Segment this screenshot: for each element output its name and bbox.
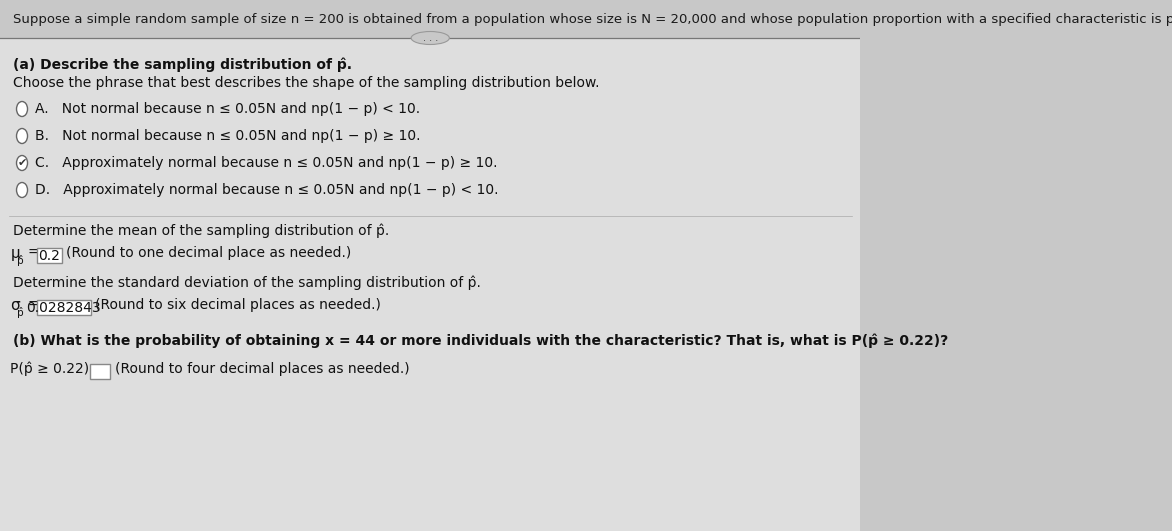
Circle shape bbox=[16, 183, 27, 198]
Circle shape bbox=[16, 101, 27, 116]
Text: =: = bbox=[27, 246, 39, 260]
Text: (Round to six decimal places as needed.): (Round to six decimal places as needed.) bbox=[95, 298, 381, 312]
Text: B.   Not normal because n ≤ 0.05N and np(1 − p) ≥ 10.: B. Not normal because n ≤ 0.05N and np(1… bbox=[35, 129, 421, 143]
Text: Determine the mean of the sampling distribution of p̂.: Determine the mean of the sampling distr… bbox=[13, 224, 389, 238]
Text: Determine the standard deviation of the sampling distribution of p̂.: Determine the standard deviation of the … bbox=[13, 276, 481, 290]
Text: (Round to four decimal places as needed.): (Round to four decimal places as needed.… bbox=[115, 362, 409, 376]
Bar bbox=[0, 0, 860, 38]
Text: p̂: p̂ bbox=[16, 255, 23, 266]
Text: σ: σ bbox=[11, 298, 20, 313]
Text: =: = bbox=[27, 298, 39, 312]
Text: ✔: ✔ bbox=[18, 158, 27, 168]
FancyBboxPatch shape bbox=[36, 300, 91, 315]
Text: (b) What is the probability of obtaining x = 44 or more individuals with the cha: (b) What is the probability of obtaining… bbox=[13, 334, 948, 348]
Text: C.   Approximately normal because n ≤ 0.05N and np(1 − p) ≥ 10.: C. Approximately normal because n ≤ 0.05… bbox=[35, 156, 498, 170]
Text: P(p̂ ≥ 0.22) =: P(p̂ ≥ 0.22) = bbox=[11, 362, 105, 376]
Circle shape bbox=[16, 129, 27, 143]
Text: Choose the phrase that best describes the shape of the sampling distribution bel: Choose the phrase that best describes th… bbox=[13, 76, 600, 90]
Text: (Round to one decimal place as needed.): (Round to one decimal place as needed.) bbox=[66, 246, 352, 260]
FancyBboxPatch shape bbox=[36, 248, 62, 263]
Text: A.   Not normal because n ≤ 0.05N and np(1 − p) < 10.: A. Not normal because n ≤ 0.05N and np(1… bbox=[35, 102, 421, 116]
Text: μ: μ bbox=[11, 246, 20, 261]
Text: 0.0282843: 0.0282843 bbox=[27, 301, 101, 314]
Circle shape bbox=[16, 156, 27, 170]
Text: . . .: . . . bbox=[423, 33, 438, 43]
FancyBboxPatch shape bbox=[89, 364, 110, 379]
Text: 0.2: 0.2 bbox=[39, 249, 60, 262]
Text: Suppose a simple random sample of size n = 200 is obtained from a population who: Suppose a simple random sample of size n… bbox=[13, 13, 1172, 26]
Text: (a) Describe the sampling distribution of p̂.: (a) Describe the sampling distribution o… bbox=[13, 58, 353, 73]
Text: D.   Approximately normal because n ≤ 0.05N and np(1 − p) < 10.: D. Approximately normal because n ≤ 0.05… bbox=[35, 183, 499, 197]
Ellipse shape bbox=[411, 31, 449, 45]
Text: p̂: p̂ bbox=[16, 307, 23, 318]
